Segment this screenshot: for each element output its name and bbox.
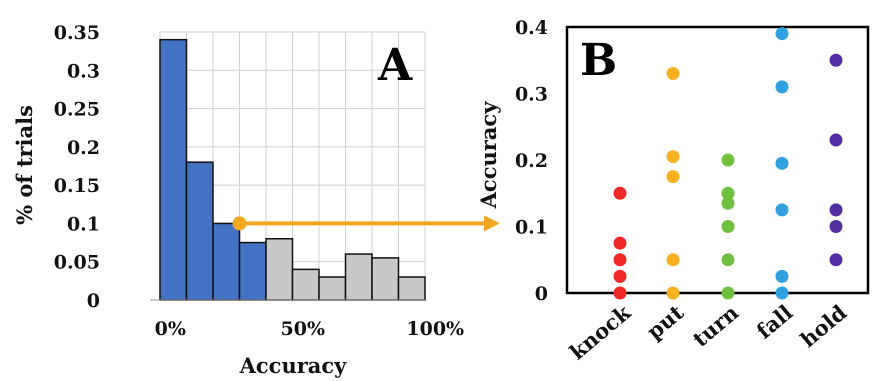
x-axis-label: Accuracy xyxy=(239,353,348,378)
point-hold xyxy=(829,220,843,233)
category-label-fall: fall xyxy=(752,300,798,344)
point-fall xyxy=(775,156,789,170)
point-fall xyxy=(775,27,789,41)
x-tick-label: 0% xyxy=(155,318,186,340)
bar xyxy=(397,276,426,301)
y-tick-label: 0.35 xyxy=(54,22,100,44)
point-hold xyxy=(829,133,843,147)
point-put xyxy=(666,286,680,300)
y-tick-label: 0 xyxy=(87,290,100,312)
panel-a-histogram: 0 0.05 0.1 0.15 0.2 0.25 0.3 0.35 0% 50% 100% Accur… xyxy=(12,22,464,378)
point-knock xyxy=(613,236,627,250)
point-turn xyxy=(721,186,735,200)
category-label-turn: turn xyxy=(688,300,743,352)
point-hold xyxy=(829,53,843,67)
bar xyxy=(212,222,241,301)
point-turn xyxy=(721,153,735,167)
point-turn xyxy=(721,253,735,267)
y-tick-label: 0.1 xyxy=(515,217,548,239)
category-label-hold: hold xyxy=(795,299,851,352)
category-label-put: put xyxy=(642,299,689,344)
bar xyxy=(291,268,320,301)
arrow-overlay xyxy=(232,215,500,232)
y-tick-label: 0.4 xyxy=(515,17,548,39)
bar xyxy=(344,253,373,301)
y-tick-label: 0.2 xyxy=(67,137,100,159)
y-tick-label: 0.3 xyxy=(515,84,548,106)
category-label-knock: knock xyxy=(565,299,636,364)
y-tick-label: 0.15 xyxy=(54,175,100,197)
y-tick-label: 0.05 xyxy=(54,252,100,274)
bar xyxy=(371,257,400,301)
plot-frame xyxy=(565,25,870,295)
bar xyxy=(318,276,347,301)
y-tick-label: 0 xyxy=(535,283,548,305)
y-tick-label: 0.25 xyxy=(54,99,100,121)
point-put xyxy=(666,150,680,164)
bar xyxy=(159,38,188,301)
point-fall xyxy=(775,269,789,283)
x-tick-label: 100% xyxy=(406,318,464,340)
y-axis-label: % of trials xyxy=(12,105,37,225)
y-axis-label: Accuracy xyxy=(476,101,501,210)
point-put xyxy=(666,67,680,81)
point-fall xyxy=(775,203,789,217)
point-put xyxy=(666,170,680,184)
point-knock xyxy=(613,286,627,300)
panel-label-b: B xyxy=(580,35,617,86)
x-tick-label: 50% xyxy=(281,318,326,340)
y-tick-label: 0.1 xyxy=(67,213,100,235)
highlight-dot xyxy=(232,216,247,231)
point-turn xyxy=(721,220,735,233)
bar xyxy=(265,237,294,301)
point-put xyxy=(666,253,680,267)
point-knock xyxy=(613,186,627,200)
y-tick-label: 0.2 xyxy=(515,150,548,172)
y-tick-label: 0.3 xyxy=(67,60,100,82)
point-fall xyxy=(775,80,789,94)
point-turn xyxy=(721,286,735,300)
point-knock xyxy=(613,269,627,283)
arrow-head xyxy=(484,215,500,232)
bar xyxy=(185,161,214,301)
point-hold xyxy=(829,253,843,267)
bar xyxy=(238,241,267,301)
panel-label-a: A xyxy=(377,40,413,91)
point-knock xyxy=(613,253,627,267)
point-turn xyxy=(721,196,735,210)
point-fall xyxy=(775,286,789,300)
point-hold xyxy=(829,203,843,217)
